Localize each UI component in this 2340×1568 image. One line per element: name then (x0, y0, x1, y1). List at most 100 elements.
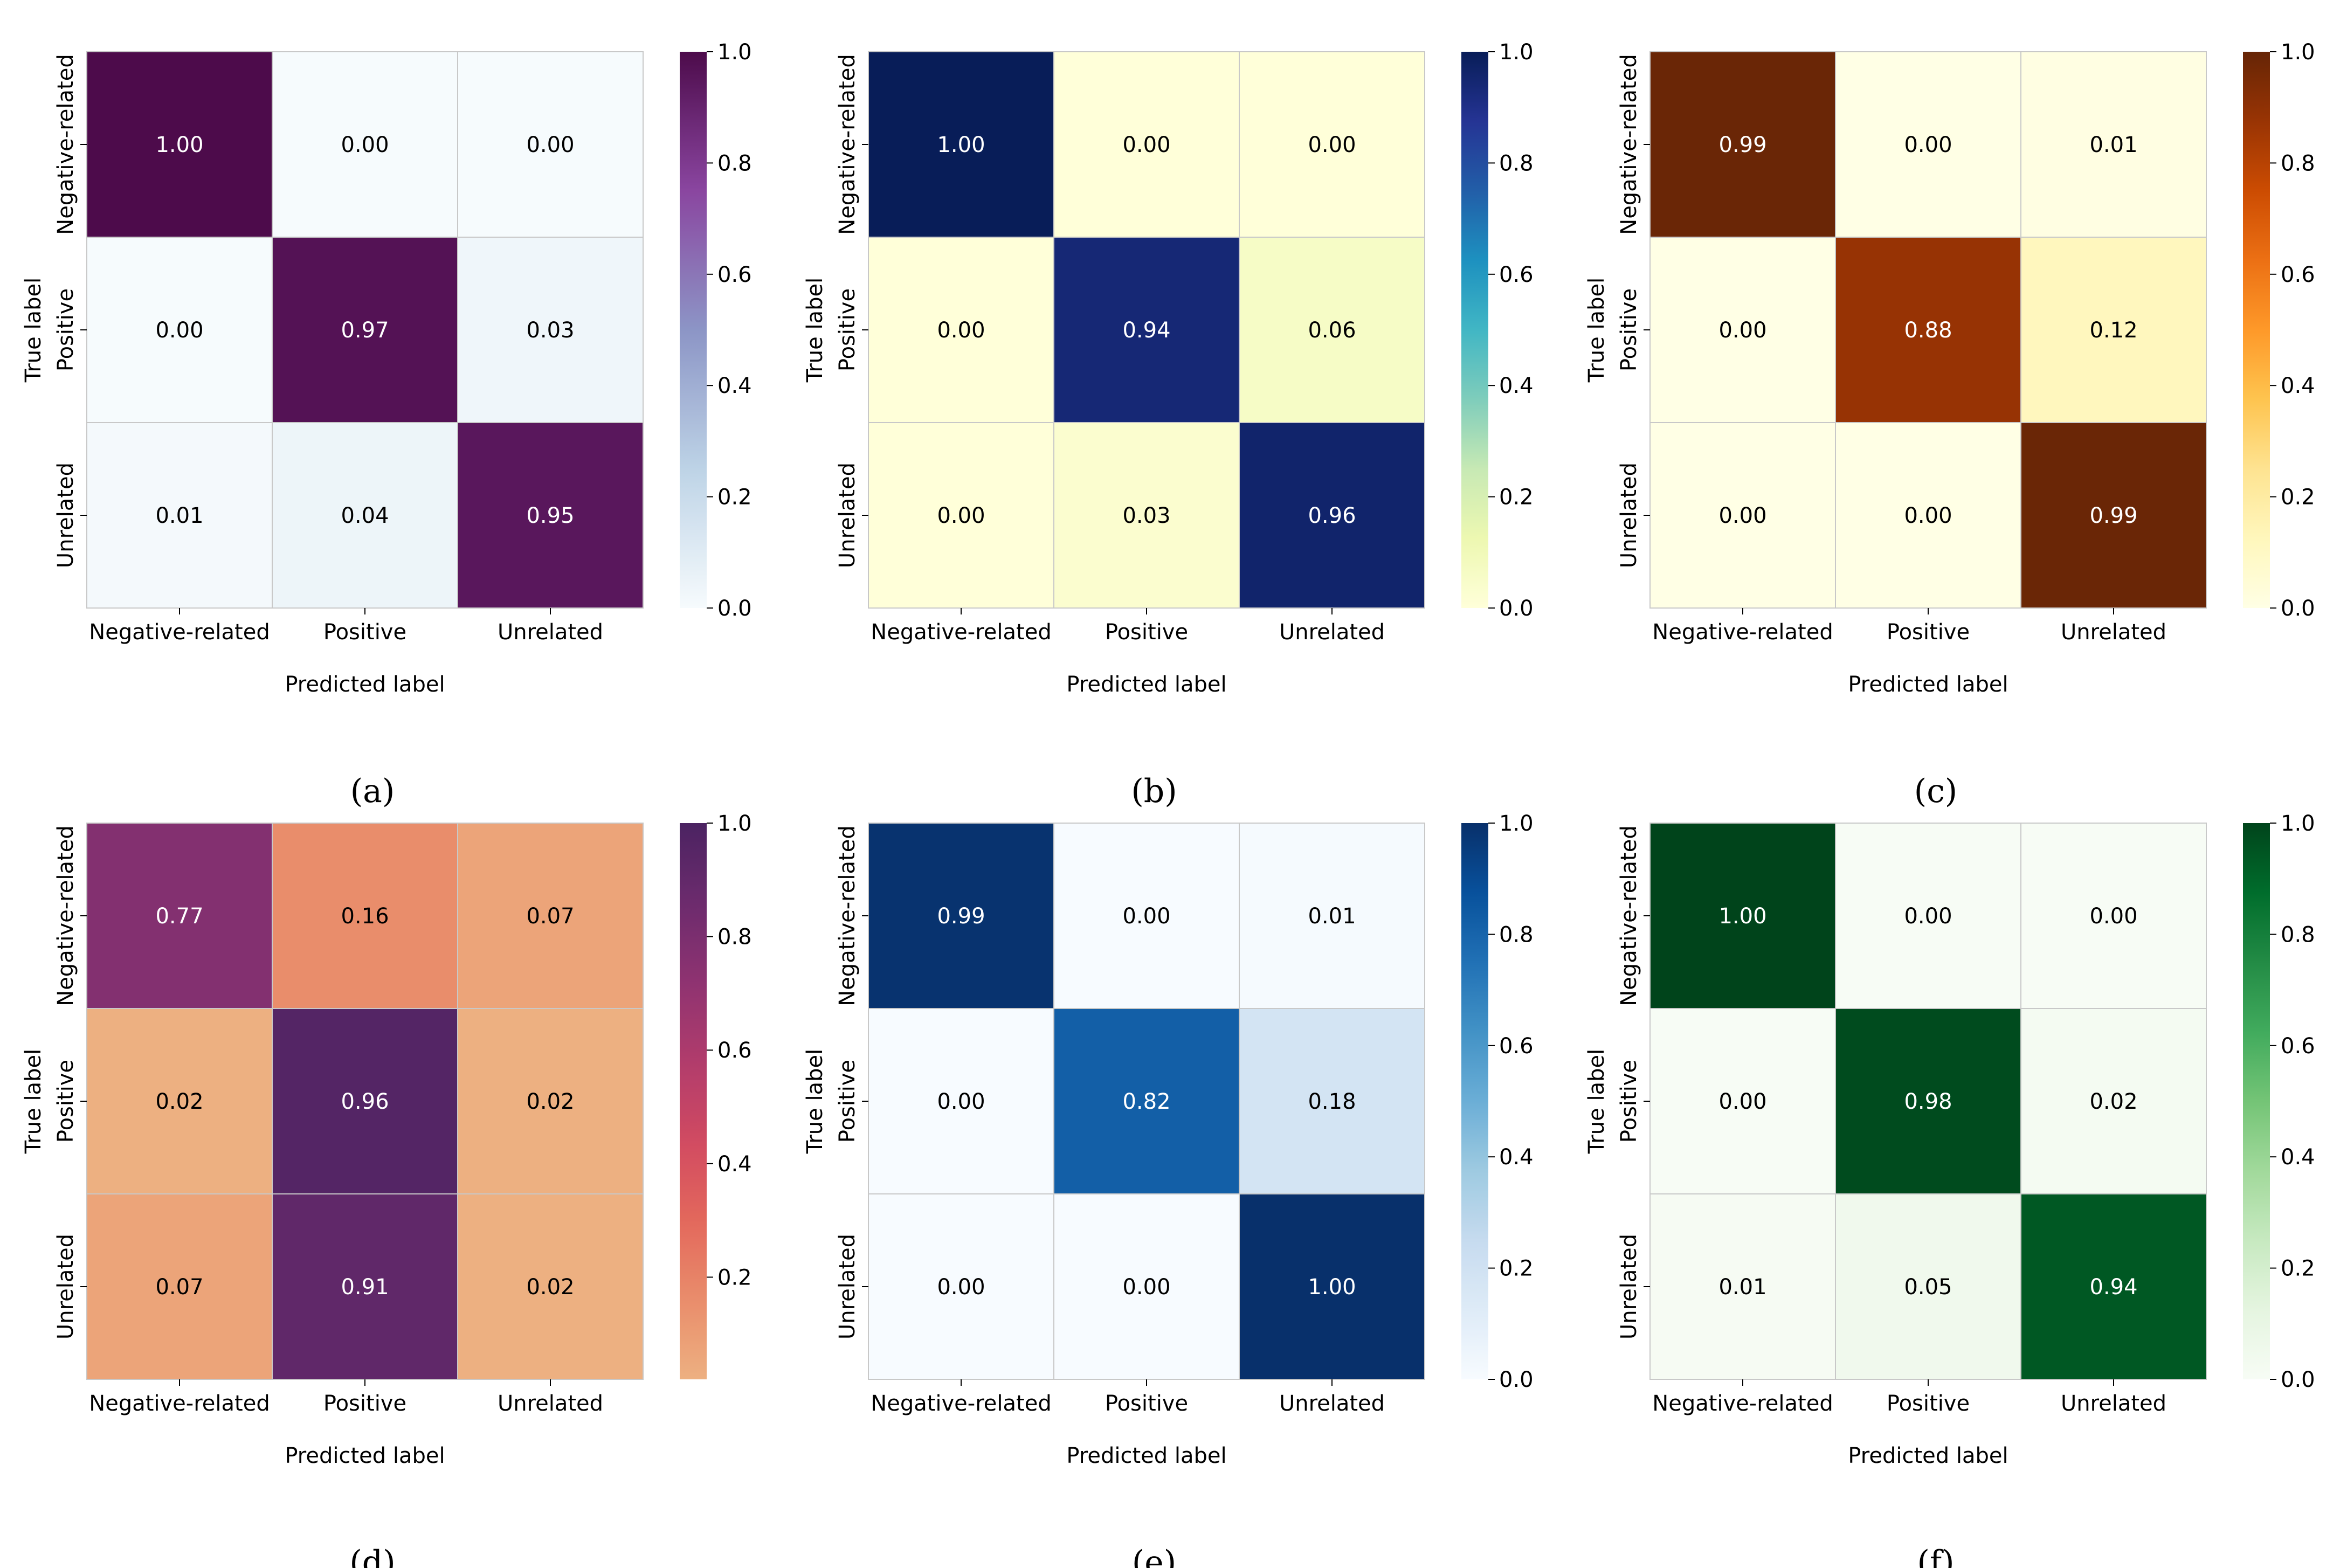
colorbar-tick-label: 1.0 (717, 811, 752, 836)
x-tick-label: Negative-related (1652, 1391, 1833, 1416)
cell-value-label: 0.94 (1122, 318, 1170, 343)
x-tick-label: Unrelated (498, 1391, 603, 1416)
y-tick-label: Negative-related (835, 54, 860, 234)
panel-caption: (a) (350, 772, 395, 810)
colorbar (1461, 52, 1488, 608)
cell-value-label: 0.00 (937, 503, 985, 528)
y-tick-label: Unrelated (1617, 1234, 1641, 1339)
y-tick-label: Positive (835, 288, 860, 371)
colorbar (1461, 823, 1488, 1379)
cell-value-label: 0.04 (341, 503, 389, 528)
y-tick-label: Negative-related (53, 54, 78, 234)
cell-value-label: 0.00 (1308, 133, 1356, 157)
colorbar-tick-label: 0.2 (717, 1265, 752, 1290)
heatmap-cell (1835, 1008, 2021, 1194)
heatmap-cell (868, 51, 1054, 238)
heatmap-cell (1649, 823, 1836, 1009)
cell-value-label: 0.05 (1904, 1275, 1952, 1300)
x-tick-label: Negative-related (89, 1391, 270, 1416)
cell-value-label: 0.00 (341, 133, 389, 157)
cell-value-label: 1.00 (937, 133, 985, 157)
cell-value-label: 0.00 (155, 318, 203, 343)
cell-value-label: 0.96 (1308, 503, 1356, 528)
cell-value-label: 0.02 (155, 1089, 203, 1114)
heatmap-cell (1239, 51, 1425, 238)
colorbar-tick-label: 0.6 (717, 263, 752, 287)
cell-value-label: 0.00 (1904, 904, 1952, 929)
heatmap-cell (2020, 51, 2207, 238)
cell-value-label: 0.07 (155, 1275, 203, 1300)
heatmap-cell (868, 237, 1054, 423)
y-tick-label: Negative-related (1617, 54, 1641, 234)
heatmap-cell (457, 1193, 644, 1380)
colorbar-tick-label: 0.6 (1499, 1034, 1534, 1059)
cell-value-label: 0.16 (341, 904, 389, 929)
heatmap-cell (86, 823, 273, 1009)
cell-value-label: 0.12 (2089, 318, 2137, 343)
cell-value-label: 0.00 (1122, 1275, 1170, 1300)
colorbar-tick-label: 0.8 (1499, 151, 1534, 176)
x-tick-label: Negative-related (871, 1391, 1051, 1416)
x-axis-title: Predicted label (285, 672, 445, 697)
panel-a: 1.00 0.00 0.00 0.00 0.97 0.03 0.01 0.04 0.95 Nega… (21, 40, 752, 810)
y-tick-label: Unrelated (835, 462, 860, 568)
heatmap-cell (2020, 237, 2207, 423)
cell-value-label: 0.98 (1904, 1089, 1952, 1114)
heatmap-cell (1053, 237, 1240, 423)
cell-value-label: 0.01 (155, 503, 203, 528)
heatmap-cell (868, 1008, 1054, 1194)
cell-value-label: 0.00 (526, 133, 574, 157)
heatmap-cell (272, 237, 458, 423)
cell-value-label: 0.02 (526, 1275, 574, 1300)
heatmap-cell (86, 237, 273, 423)
cell-value-label: 0.02 (526, 1089, 574, 1114)
cell-value-label: 0.00 (1718, 318, 1766, 343)
cell-value-label: 0.88 (1904, 318, 1952, 343)
colorbar-tick-label: 0.8 (717, 925, 752, 950)
heatmap-cell (1239, 1008, 1425, 1194)
y-tick-label: Unrelated (835, 1234, 860, 1339)
x-tick-label: Unrelated (498, 620, 603, 645)
x-tick-label: Negative-related (871, 620, 1051, 645)
colorbar-tick-label: 1.0 (717, 40, 752, 65)
cell-value-label: 0.95 (526, 503, 574, 528)
colorbar-tick-label: 0.0 (717, 596, 752, 621)
x-tick-label: Positive (323, 620, 406, 645)
panel-b: 1.00 0.00 0.00 0.00 0.94 0.06 0.00 0.03 0.96 Nega… (803, 40, 1534, 810)
cell-value-label: 0.99 (937, 904, 985, 929)
x-axis-title: Predicted label (1066, 672, 1226, 697)
x-tick-label: Unrelated (2061, 620, 2166, 645)
x-tick-label: Positive (1105, 620, 1188, 645)
cell-value-label: 0.00 (1718, 1089, 1766, 1114)
colorbar-tick-label: 0.0 (1499, 1367, 1534, 1392)
heatmap-cell (1835, 422, 2021, 609)
colorbar-tick-label: 0.4 (1499, 374, 1534, 398)
y-tick-label: Negative-related (53, 825, 78, 1006)
colorbar-tick-label: 1.0 (2281, 811, 2315, 836)
y-tick-label: Unrelated (53, 1234, 78, 1339)
heatmap-cell (1835, 1193, 2021, 1380)
colorbar (2243, 52, 2270, 608)
y-tick-label: Positive (53, 288, 78, 371)
heatmap-cell (457, 1008, 644, 1194)
colorbar-tick-label: 0.4 (717, 1152, 752, 1177)
heatmap-cell (1239, 422, 1425, 609)
y-axis-title: True label (1584, 1049, 1609, 1154)
cell-value-label: 0.02 (2089, 1089, 2137, 1114)
y-tick-label: Negative-related (1617, 825, 1641, 1006)
x-tick-label: Negative-related (1652, 620, 1833, 645)
y-tick-label: Unrelated (1617, 462, 1641, 568)
cell-value-label: 0.03 (1122, 503, 1170, 528)
cell-value-label: 0.97 (341, 318, 389, 343)
cell-value-label: 0.00 (1718, 503, 1766, 528)
y-axis-title: True label (21, 278, 46, 383)
heatmap-cell (272, 1008, 458, 1194)
colorbar-tick-label: 1.0 (1499, 811, 1534, 836)
cell-value-label: 0.01 (1308, 904, 1356, 929)
x-tick-label: Unrelated (1279, 620, 1385, 645)
cell-value-label: 0.03 (526, 318, 574, 343)
panel-c: 0.99 0.00 0.01 0.00 0.88 0.12 0.00 0.00 0.99 Nega… (1584, 40, 2315, 810)
x-tick-label: Positive (1887, 620, 1970, 645)
colorbar-tick-label: 0.0 (2281, 596, 2315, 621)
cell-value-label: 0.01 (2089, 133, 2137, 157)
